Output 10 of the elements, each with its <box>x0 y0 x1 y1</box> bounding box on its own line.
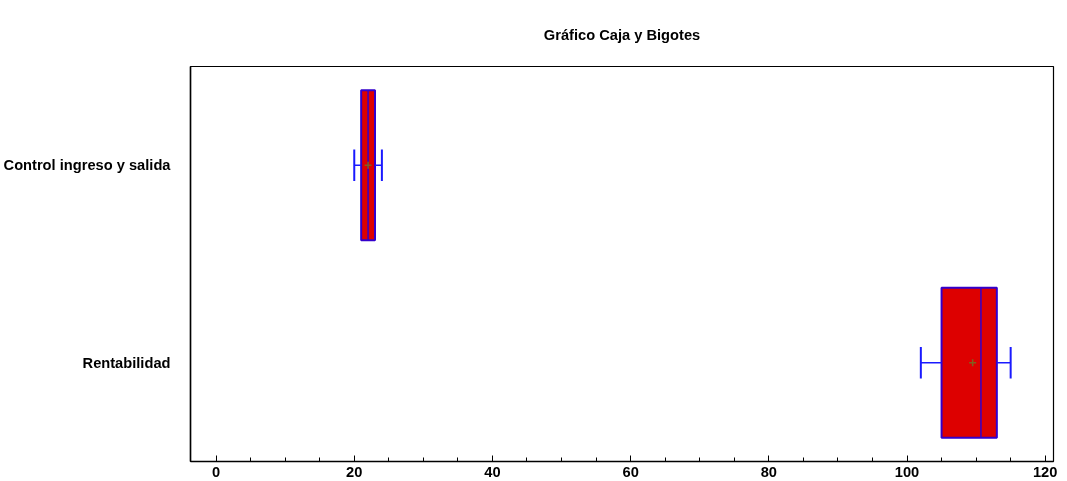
chart-title: Gráfico Caja y Bigotes <box>543 26 701 43</box>
y-tick-label: Rentabilidad <box>82 354 171 371</box>
x-tick-label: 20 <box>346 463 363 480</box>
x-tick-label: 40 <box>484 463 501 480</box>
x-tick-label: 60 <box>622 463 639 480</box>
x-tick-label: 0 <box>211 463 221 480</box>
x-tick-label: 120 <box>1032 463 1058 480</box>
x-tick-label: 80 <box>760 463 777 480</box>
y-tick-label: Control ingreso y salida <box>3 157 172 174</box>
x-tick-label: 100 <box>894 463 920 480</box>
